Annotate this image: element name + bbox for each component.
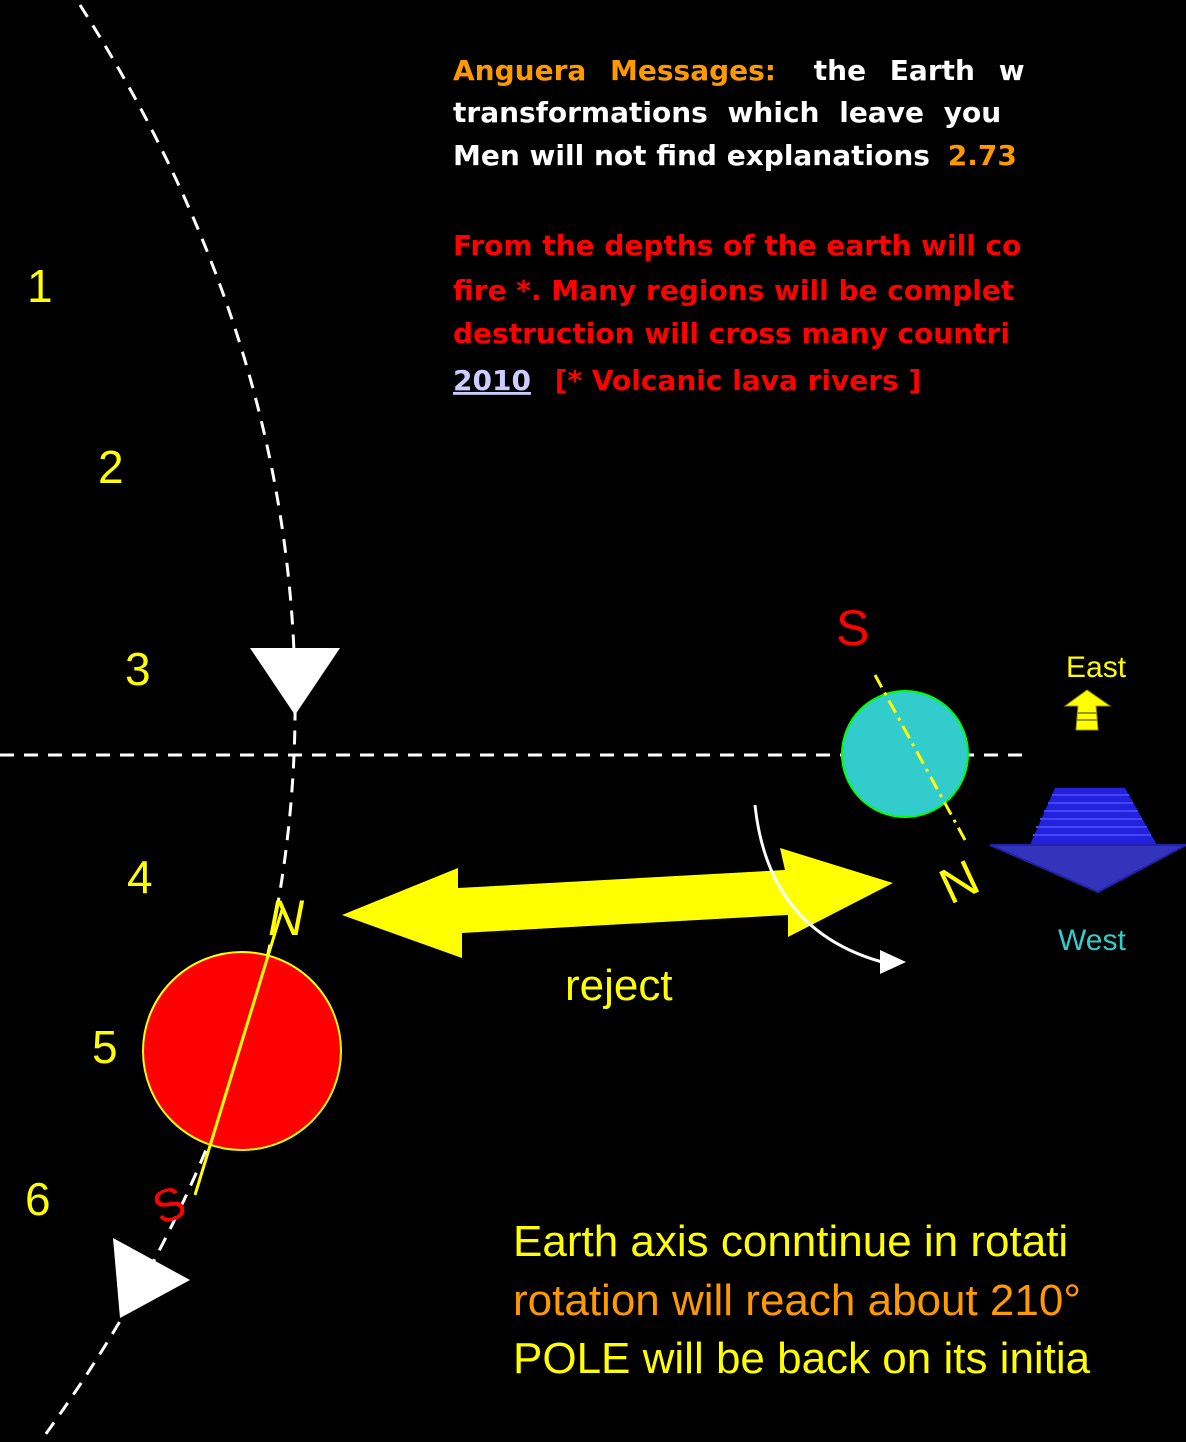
message-text: the Earth w <box>814 54 1025 87</box>
pole-label: S <box>836 600 869 656</box>
west-label: West <box>1058 924 1126 957</box>
reject-label: reject <box>565 961 673 1010</box>
east-label: East <box>1066 651 1127 684</box>
message-line: Anguera Messages: the Earth w <box>453 54 1025 87</box>
diagram: Anguera Messages: the Earth w transforma… <box>0 0 1186 1442</box>
pole-label: N <box>268 890 305 946</box>
bottom-line: rotation will reach about 210° <box>513 1276 1081 1325</box>
bottom-line: POLE will be back on its initia <box>513 1334 1091 1383</box>
position-number: 2 <box>98 441 124 493</box>
link[interactable]: 2010 <box>453 364 531 397</box>
message-text: Men will not find explanations <box>453 139 930 172</box>
position-number: 6 <box>25 1173 51 1225</box>
message-line: 2010 [* Volcanic lava rivers ] <box>453 364 921 397</box>
message-highlight: 2.73 <box>948 139 1017 172</box>
message-line: transformations which leave you <box>453 96 1001 129</box>
position-number: 1 <box>27 260 53 312</box>
message-line: Men will not find explanations 2.73 <box>453 139 1017 172</box>
message-line: destruction will cross many countri <box>453 317 1010 350</box>
message-line: From the depths of the earth will co <box>453 229 1021 262</box>
red-planet <box>143 952 341 1150</box>
position-number: 5 <box>92 1021 118 1073</box>
earth <box>842 691 968 817</box>
message-note: [* Volcanic lava rivers ] <box>555 364 922 397</box>
position-number: 3 <box>125 643 151 695</box>
bottom-line: Earth axis conntinue in rotati <box>513 1217 1068 1266</box>
message-highlight: Anguera Messages: <box>453 54 776 87</box>
message-line: fire *. Many regions will be complet <box>453 274 1014 307</box>
position-number: 4 <box>127 851 153 903</box>
